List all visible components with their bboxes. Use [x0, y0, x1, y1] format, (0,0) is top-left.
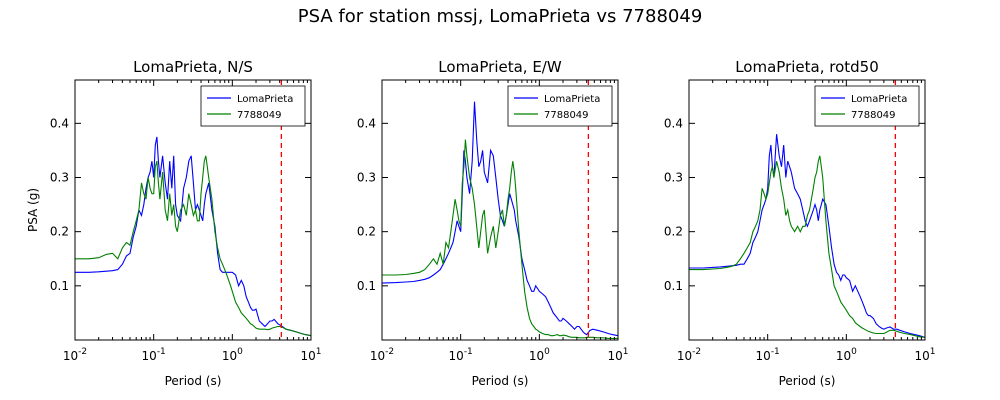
plot-frame	[74, 79, 312, 341]
chart-panel-3: LomaPrieta, rotd50 10-2 10-1 100 101 0.1 0.2 0.…	[664, 58, 936, 388]
y-tick-label: 0.3	[357, 171, 376, 185]
x-axis-label: Period (s)	[472, 374, 529, 388]
series-line-2	[75, 155, 311, 337]
y-tick-label: 0.3	[50, 171, 69, 185]
series-line-2	[689, 155, 925, 338]
chart-title: LomaPrieta, E/W	[438, 58, 562, 76]
y-tick-label: 0.4	[357, 116, 376, 130]
y-tick-label: 0.4	[664, 116, 683, 130]
panels: LomaPrieta, N/S 10-2 10-1 100 101 0.1 0.2 0.3 0.…	[26, 58, 936, 388]
y-tick-label: 0.4	[50, 116, 69, 130]
legend: LomaPrieta 7788049	[200, 85, 306, 127]
legend-box	[507, 85, 613, 127]
legend-label-1: LomaPrieta	[237, 94, 293, 105]
y-axis-label: PSA (g)	[26, 188, 40, 232]
legend-label-1: LomaPrieta	[544, 94, 600, 105]
x-tick-label: 101	[300, 347, 321, 363]
chart-panel-2: LomaPrieta, E/W 10-2 10-1 100 101 0.1 0.2 0.3 0.…	[357, 58, 629, 388]
y-tick-label: 0.2	[664, 225, 683, 239]
chart-title: LomaPrieta, N/S	[133, 58, 253, 76]
x-tick-label: 10-2	[63, 347, 87, 363]
chart-title: LomaPrieta, rotd50	[735, 58, 879, 76]
legend: LomaPrieta 7788049	[814, 85, 920, 127]
chart-panel-1: LomaPrieta, N/S 10-2 10-1 100 101 0.1 0.2 0.3 0.…	[26, 58, 322, 388]
figure-title: PSA for station mssj, LomaPrieta vs 7788…	[298, 6, 703, 27]
legend-label-2: 7788049	[544, 110, 589, 121]
y-tick-label: 0.1	[50, 279, 69, 293]
x-tick-label: 101	[607, 347, 628, 363]
legend-label-1: LomaPrieta	[851, 94, 907, 105]
x-axis-label: Period (s)	[779, 374, 836, 388]
series-group	[382, 101, 618, 339]
series-line-2	[382, 139, 618, 339]
series-line-1	[689, 134, 925, 338]
series-group	[689, 134, 925, 338]
series-line-1	[75, 136, 311, 337]
x-tick-label: 100	[222, 347, 243, 363]
legend-box	[200, 85, 306, 127]
x-tick-label: 10-2	[370, 347, 394, 363]
legend-box	[814, 85, 920, 127]
x-tick-label: 10-1	[756, 347, 780, 363]
x-tick-label: 101	[914, 347, 935, 363]
y-tick-label: 0.3	[664, 171, 683, 185]
plot-frame	[688, 79, 926, 341]
legend: LomaPrieta 7788049	[507, 85, 613, 127]
x-tick-label: 100	[836, 347, 857, 363]
plot-frame	[381, 79, 619, 341]
legend-label-2: 7788049	[237, 110, 282, 121]
y-tick-label: 0.2	[357, 225, 376, 239]
x-tick-label: 10-2	[677, 347, 701, 363]
legend-label-2: 7788049	[851, 110, 896, 121]
y-tick-label: 0.2	[50, 225, 69, 239]
series-line-1	[382, 101, 618, 337]
x-tick-label: 100	[529, 347, 550, 363]
x-axis-label: Period (s)	[165, 374, 222, 388]
series-group	[75, 136, 311, 337]
y-tick-label: 0.1	[357, 279, 376, 293]
x-tick-label: 10-1	[142, 347, 166, 363]
y-tick-label: 0.1	[664, 279, 683, 293]
x-tick-label: 10-1	[449, 347, 473, 363]
